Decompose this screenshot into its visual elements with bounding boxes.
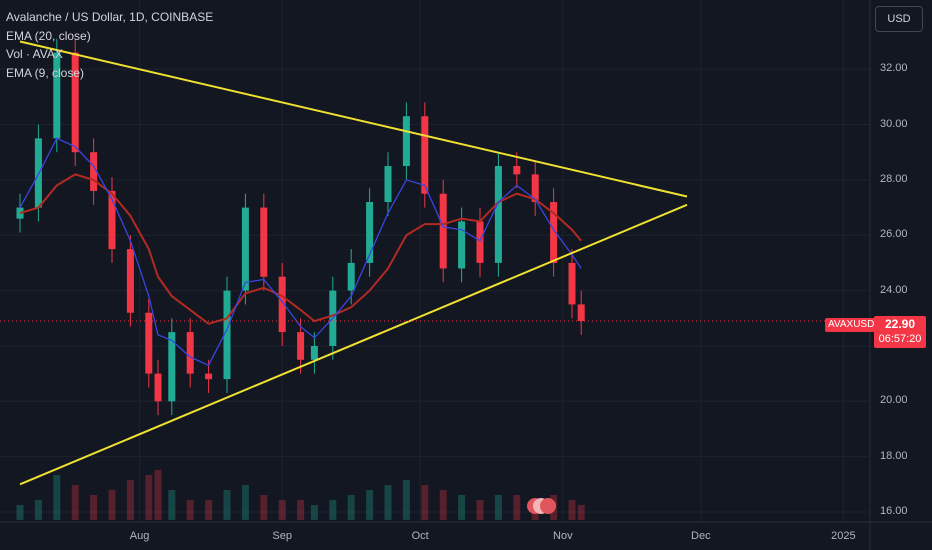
candle-body bbox=[476, 221, 484, 263]
volume-bar bbox=[476, 500, 484, 520]
symbol-tag: AVAXUSD bbox=[825, 318, 878, 332]
volume-bar bbox=[186, 500, 194, 520]
candle-body bbox=[513, 166, 521, 175]
volume-bar bbox=[421, 485, 429, 520]
candle-body bbox=[366, 202, 374, 263]
candle-body bbox=[402, 116, 410, 167]
candle-body bbox=[494, 166, 502, 263]
x-tick-label: Dec bbox=[691, 530, 711, 542]
volume-bar bbox=[168, 490, 176, 520]
volume-bar bbox=[577, 505, 585, 520]
legend-ema20[interactable]: EMA (20, close) bbox=[6, 28, 91, 43]
candle-body bbox=[205, 373, 213, 380]
candle-body bbox=[384, 166, 392, 203]
candle-body bbox=[71, 52, 79, 153]
candles bbox=[16, 38, 585, 416]
volume-bar bbox=[205, 500, 213, 520]
x-tick-label: Aug bbox=[129, 530, 150, 542]
volume-bars bbox=[16, 470, 585, 520]
volume-bar bbox=[329, 500, 337, 520]
candle-body bbox=[577, 304, 585, 322]
y-tick-label: 20.00 bbox=[880, 394, 908, 407]
x-tick-label: Oct bbox=[411, 530, 429, 542]
y-tick-label: 18.00 bbox=[880, 449, 908, 462]
candle-body bbox=[108, 190, 116, 250]
candle-body bbox=[347, 262, 355, 291]
event-badges[interactable] bbox=[527, 498, 556, 514]
volume-bar bbox=[108, 490, 116, 520]
volume-bar bbox=[384, 485, 392, 520]
volume-bar bbox=[494, 495, 502, 520]
candle-body bbox=[90, 152, 98, 191]
volume-bar bbox=[34, 500, 42, 520]
volume-bar bbox=[513, 495, 521, 520]
ema20-line bbox=[19, 173, 582, 325]
lower-trendline bbox=[19, 203, 688, 486]
candle-body bbox=[260, 207, 268, 277]
y-tick-label: 26.00 bbox=[880, 228, 908, 241]
y-tick-label: 16.00 bbox=[880, 505, 908, 517]
volume-bar bbox=[310, 505, 318, 520]
candle-body bbox=[458, 221, 466, 269]
candle-body bbox=[278, 276, 286, 333]
candle-body bbox=[421, 116, 429, 194]
legend-title[interactable]: Avalanche / US Dollar, 1D, COINBASE bbox=[6, 10, 214, 24]
volume-bar bbox=[568, 500, 576, 520]
volume-bar bbox=[260, 495, 268, 520]
candle-body bbox=[310, 345, 318, 360]
legend-volume[interactable]: Vol · AVAX bbox=[6, 47, 63, 61]
candle-body bbox=[223, 290, 231, 380]
candle-body bbox=[145, 312, 153, 374]
grid bbox=[0, 0, 870, 522]
volume-bar bbox=[223, 490, 231, 520]
volume-bar bbox=[16, 505, 24, 520]
bar-countdown: 06:57:20 bbox=[878, 333, 922, 345]
candle-body bbox=[186, 332, 194, 374]
y-tick-label: 28.00 bbox=[880, 172, 908, 185]
candle-body bbox=[297, 332, 305, 360]
legend-ema9[interactable]: EMA (9, close) bbox=[6, 65, 85, 80]
volume-bar bbox=[241, 485, 249, 520]
currency-button[interactable]: USD bbox=[875, 6, 923, 32]
volume-bar bbox=[278, 500, 286, 520]
y-tick-label: 32.00 bbox=[880, 62, 908, 75]
volume-bar bbox=[53, 475, 61, 520]
candle-body bbox=[53, 52, 61, 139]
volume-bar bbox=[126, 480, 134, 520]
candle-body bbox=[568, 262, 576, 305]
y-tick-label: 24.00 bbox=[880, 283, 908, 296]
last-price-value: 22.90 bbox=[884, 317, 916, 331]
volume-bar bbox=[90, 495, 98, 520]
candle-body bbox=[154, 373, 162, 402]
volume-bar bbox=[366, 490, 374, 520]
last-price-tag: 22.90 06:57:20 bbox=[874, 316, 926, 348]
trendlines bbox=[19, 40, 688, 486]
chart-legend: Avalanche / US Dollar, 1D, COINBASE EMA … bbox=[6, 8, 213, 82]
x-tick-label: 2025 bbox=[831, 530, 856, 542]
volume-bar bbox=[347, 495, 355, 520]
volume-bar bbox=[71, 485, 79, 520]
y-tick-label: 30.00 bbox=[880, 117, 908, 130]
ema9-line bbox=[19, 137, 582, 367]
candle-body bbox=[439, 193, 447, 269]
x-tick-label: Sep bbox=[272, 530, 292, 542]
volume-bar bbox=[439, 490, 447, 520]
ema-lines bbox=[19, 137, 582, 367]
volume-bar bbox=[458, 495, 466, 520]
candle-body bbox=[550, 202, 558, 263]
volume-bar bbox=[402, 480, 410, 520]
candle-body bbox=[531, 174, 539, 203]
candle-body bbox=[168, 332, 176, 402]
x-tick-label: Nov bbox=[553, 530, 573, 542]
candle-body bbox=[126, 249, 134, 313]
candle-body bbox=[241, 207, 249, 291]
volume-bar bbox=[154, 470, 162, 520]
upper-trendline bbox=[19, 40, 688, 198]
volume-bar bbox=[297, 500, 305, 520]
volume-bar bbox=[145, 475, 153, 520]
